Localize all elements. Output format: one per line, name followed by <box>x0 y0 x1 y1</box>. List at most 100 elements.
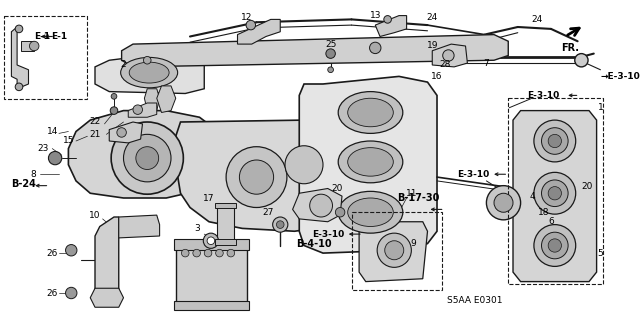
Text: 22: 22 <box>90 117 100 126</box>
Text: 21: 21 <box>90 130 100 139</box>
Ellipse shape <box>121 57 178 88</box>
Circle shape <box>273 217 288 232</box>
Polygon shape <box>68 111 223 198</box>
Circle shape <box>65 287 77 299</box>
Circle shape <box>276 221 284 228</box>
Circle shape <box>143 56 151 64</box>
Text: 13: 13 <box>369 11 381 20</box>
Circle shape <box>310 194 333 217</box>
Bar <box>174 239 249 250</box>
Ellipse shape <box>338 92 403 133</box>
Text: 3: 3 <box>195 224 200 233</box>
Circle shape <box>15 83 23 91</box>
Text: 27: 27 <box>262 208 273 217</box>
Text: E-3-10: E-3-10 <box>312 230 344 239</box>
Text: 26: 26 <box>47 249 58 258</box>
Text: 26: 26 <box>47 289 58 298</box>
Circle shape <box>117 128 126 137</box>
Text: 10: 10 <box>89 211 100 220</box>
Bar <box>4 16 88 99</box>
Circle shape <box>246 20 255 30</box>
Text: 25: 25 <box>325 40 336 49</box>
Polygon shape <box>292 188 342 222</box>
Ellipse shape <box>348 198 394 227</box>
Polygon shape <box>128 103 157 117</box>
Text: 2: 2 <box>121 60 126 69</box>
Text: 28: 28 <box>439 60 451 69</box>
Ellipse shape <box>129 62 169 83</box>
Text: 19: 19 <box>426 42 438 51</box>
Circle shape <box>204 233 218 248</box>
Text: 17: 17 <box>204 194 215 203</box>
Text: E-3-10: E-3-10 <box>457 170 489 179</box>
Polygon shape <box>157 86 176 113</box>
Circle shape <box>534 120 576 162</box>
Circle shape <box>335 207 345 217</box>
Circle shape <box>548 239 561 252</box>
Circle shape <box>49 151 61 165</box>
Ellipse shape <box>348 98 394 127</box>
Circle shape <box>369 42 381 53</box>
Ellipse shape <box>338 191 403 233</box>
Text: B-4-10: B-4-10 <box>296 239 332 249</box>
Circle shape <box>548 187 561 200</box>
Text: 24: 24 <box>427 13 438 22</box>
Bar <box>214 239 236 244</box>
Text: 7: 7 <box>484 59 490 68</box>
Polygon shape <box>109 122 143 143</box>
Circle shape <box>326 49 335 58</box>
Bar <box>508 98 604 284</box>
Circle shape <box>377 233 412 267</box>
Text: 14: 14 <box>47 127 58 136</box>
Circle shape <box>385 241 404 260</box>
Polygon shape <box>145 89 159 111</box>
Text: S5AA E0301: S5AA E0301 <box>447 296 503 305</box>
Polygon shape <box>432 44 467 67</box>
Text: 9: 9 <box>410 239 416 248</box>
Bar <box>216 206 234 242</box>
Circle shape <box>29 41 39 51</box>
Circle shape <box>285 146 323 184</box>
Text: E-3-10: E-3-10 <box>527 91 559 100</box>
Text: 6: 6 <box>548 217 554 226</box>
Polygon shape <box>300 76 437 253</box>
Circle shape <box>486 186 520 220</box>
Text: →E-3-10: →E-3-10 <box>600 72 640 81</box>
Text: 1: 1 <box>598 103 604 112</box>
Text: 20: 20 <box>581 182 593 191</box>
Polygon shape <box>375 16 406 36</box>
Polygon shape <box>359 222 428 282</box>
Text: 20: 20 <box>332 184 343 193</box>
Text: 8: 8 <box>30 170 36 179</box>
Circle shape <box>541 232 568 259</box>
Circle shape <box>111 93 117 99</box>
Text: FR.: FR. <box>561 43 579 53</box>
Text: 16: 16 <box>431 72 443 81</box>
Circle shape <box>548 134 561 148</box>
Circle shape <box>136 147 159 170</box>
Bar <box>176 244 247 305</box>
Circle shape <box>124 134 171 182</box>
Polygon shape <box>95 217 119 302</box>
Circle shape <box>193 249 200 257</box>
Polygon shape <box>119 215 159 238</box>
Text: E-1: E-1 <box>34 32 50 41</box>
Circle shape <box>226 147 287 207</box>
Circle shape <box>111 122 183 194</box>
Polygon shape <box>513 111 596 282</box>
Text: 5: 5 <box>598 249 604 258</box>
Circle shape <box>15 25 23 33</box>
Text: B-17-30: B-17-30 <box>397 193 439 203</box>
Circle shape <box>207 237 214 244</box>
Circle shape <box>328 67 333 73</box>
Circle shape <box>541 180 568 206</box>
Text: B-24: B-24 <box>12 179 36 189</box>
Circle shape <box>534 172 576 214</box>
Text: 11: 11 <box>406 189 417 198</box>
Polygon shape <box>90 288 124 307</box>
Circle shape <box>541 128 568 154</box>
Text: 24: 24 <box>531 15 542 24</box>
Ellipse shape <box>348 148 394 176</box>
Circle shape <box>239 160 274 194</box>
Circle shape <box>216 249 223 257</box>
